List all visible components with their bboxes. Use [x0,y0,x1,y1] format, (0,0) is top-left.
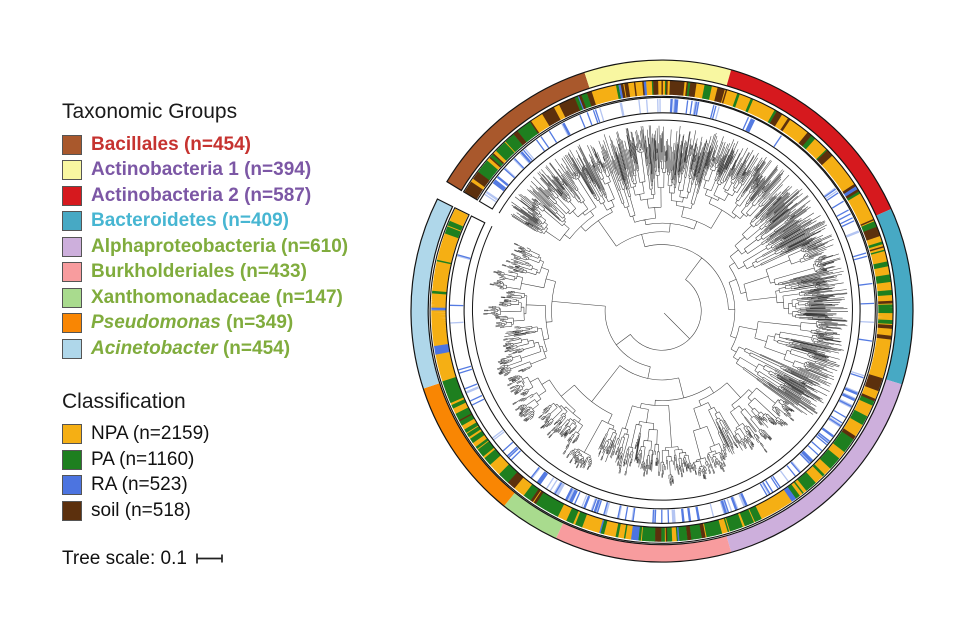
legend-item-bacteroidetes: Bacteroidetes (n=409) [62,209,348,235]
ra-ring-outline [448,96,876,524]
legend-label: soil (n=518) [91,499,191,521]
legend-label: Actinobacteria 1 (n=394) [91,159,312,181]
legend-label: Actinobacteria 2 (n=587) [91,184,312,206]
legend-item-alphaproteobacteria: Alphaproteobacteria (n=610) [62,234,348,260]
legend-label: Alphaproteobacteria (n=610) [91,235,349,257]
legend-swatch [62,475,82,496]
legend-label: RA (n=523) [91,474,188,496]
tree-scale-bar-icon [196,553,223,564]
tree-branches [728,266,848,415]
taxon-arc-acinetobacter [411,199,453,389]
legend-label: Bacillales (n=454) [91,133,252,155]
tree-branches [489,242,702,367]
tree-scale: Tree scale: 0.1 [62,548,348,570]
legend-swatch [62,185,82,206]
tree-branches [510,146,604,241]
tree-branches [483,301,679,415]
tree-branches [578,125,678,247]
legend-swatch [62,211,82,232]
taxon-arc-actinobacteria-2 [726,69,892,216]
taxon-arc-xanthomonadaceae [504,492,564,539]
tree-branches [509,380,583,455]
legend-item-xanthomonadaceae: Xanthomonadaceae (n=147) [62,285,348,311]
ra-barcode-ring [448,96,876,524]
taxon-arc-actinobacteria-1 [584,59,732,89]
ra-bars-pale [450,98,874,524]
tree-boundary-circle [472,119,853,501]
tree-branches [616,159,828,264]
legend-label: PA (n=1160) [91,448,195,470]
ra-bars [449,98,875,524]
classification-bars-ra [431,80,858,542]
legend-label: Burkholderiales (n=433) [91,261,307,283]
classification-bars-pa [431,80,893,542]
legend-label: Acinetobacter (n=454) [91,337,291,359]
legend-item-pseudomonas: Pseudomonas (n=349) [62,311,348,337]
legend-swatch [62,262,82,283]
taxon-arc-bacillales [446,72,590,191]
legend-label: Pseudomonas (n=349) [91,312,294,334]
tree-branches [729,234,849,322]
classification-header: Classification [62,389,186,413]
legend-item-npa: NPA (n=2159) [62,422,348,448]
classification-ring-outline [429,79,894,544]
legend-item-soil: soil (n=518) [62,498,348,524]
tree-branches [644,244,814,454]
legend-swatch [62,313,82,334]
legend-item-bacillales: Bacillales (n=454) [62,132,348,158]
legend-swatch [62,338,82,359]
legend-item-actinobacteria-2: Actinobacteria 2 (n=587) [62,183,348,209]
taxon-arc-bacteroidetes [875,208,913,385]
legend-swatch [62,287,82,308]
tree-branches [649,382,733,486]
legend-swatch [62,500,82,521]
legend-label: Xanthomonadaceae (n=147) [91,286,343,308]
taxon-arc-burkholderiales [555,523,732,563]
legend-swatch [62,160,82,181]
tree-scale-label: Tree scale: 0.1 [62,547,187,569]
taxon-arc-alphaproteobacteria [726,379,902,553]
legend-item-burkholderiales: Burkholderiales (n=433) [62,260,348,286]
taxon-ring-outline [410,59,914,563]
classification-legend-list: NPA (n=2159) PA (n=1160) RA (n=523) soil (n… [62,422,348,524]
tree-branches [566,377,710,477]
classification-barcode-ring [429,79,894,544]
legend-swatch [62,449,82,470]
legend-item-ra: RA (n=523) [62,473,348,499]
legend-label: NPA (n=2159) [91,423,210,445]
legend-panel: Taxonomic Groups Bacillales (n=454) Actin… [62,100,348,570]
legend-swatch [62,134,82,155]
classification-bars-npa [431,80,893,542]
classification-bars-soil [458,80,893,542]
legend-swatch [62,236,82,257]
taxon-arc-pseudomonas [423,383,515,507]
legend-item-acinetobacter: Acinetobacter (n=454) [62,336,348,362]
legend-label: Bacteroidetes (n=409) [91,210,289,232]
taxonomic-legend-list: Bacillales (n=454) Actinobacteria 1 (n=39… [62,132,348,362]
taxonomic-groups-header: Taxonomic Groups [62,100,238,123]
legend-item-actinobacteria-1: Actinobacteria 1 (n=394) [62,158,348,184]
tree-branches [669,125,767,217]
phylogram-tree [483,125,849,486]
legend-swatch [62,424,82,445]
legend-item-pa: PA (n=1160) [62,447,348,473]
taxonomic-group-ring [410,59,914,563]
